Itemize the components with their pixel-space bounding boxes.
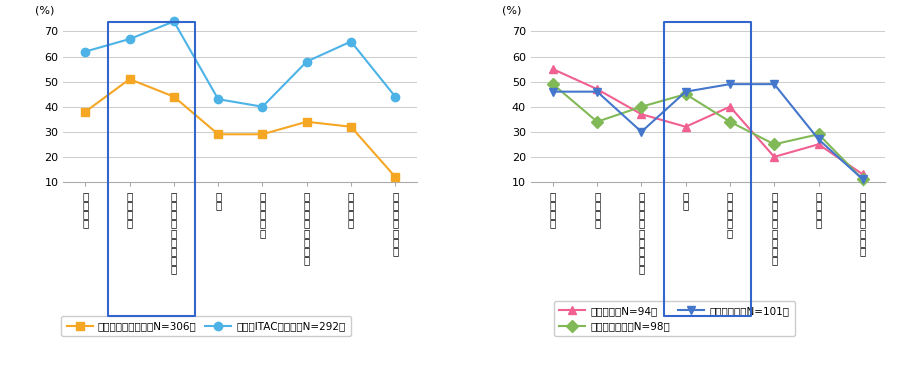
Text: (%): (%) bbox=[35, 6, 54, 16]
Bar bbox=[664, 22, 750, 316]
Legend: 日本（一般）企業（N=306）, 日本（ITAC）企業（N=292）: 日本（一般）企業（N=306）, 日本（ITAC）企業（N=292） bbox=[61, 316, 350, 337]
Legend: 米国企業（N=94）, イギリス企業（N=98）, ドイツ企業（N=101）: 米国企業（N=94）, イギリス企業（N=98）, ドイツ企業（N=101） bbox=[553, 301, 794, 337]
Text: (%): (%) bbox=[502, 6, 521, 16]
Bar bbox=[108, 22, 195, 316]
